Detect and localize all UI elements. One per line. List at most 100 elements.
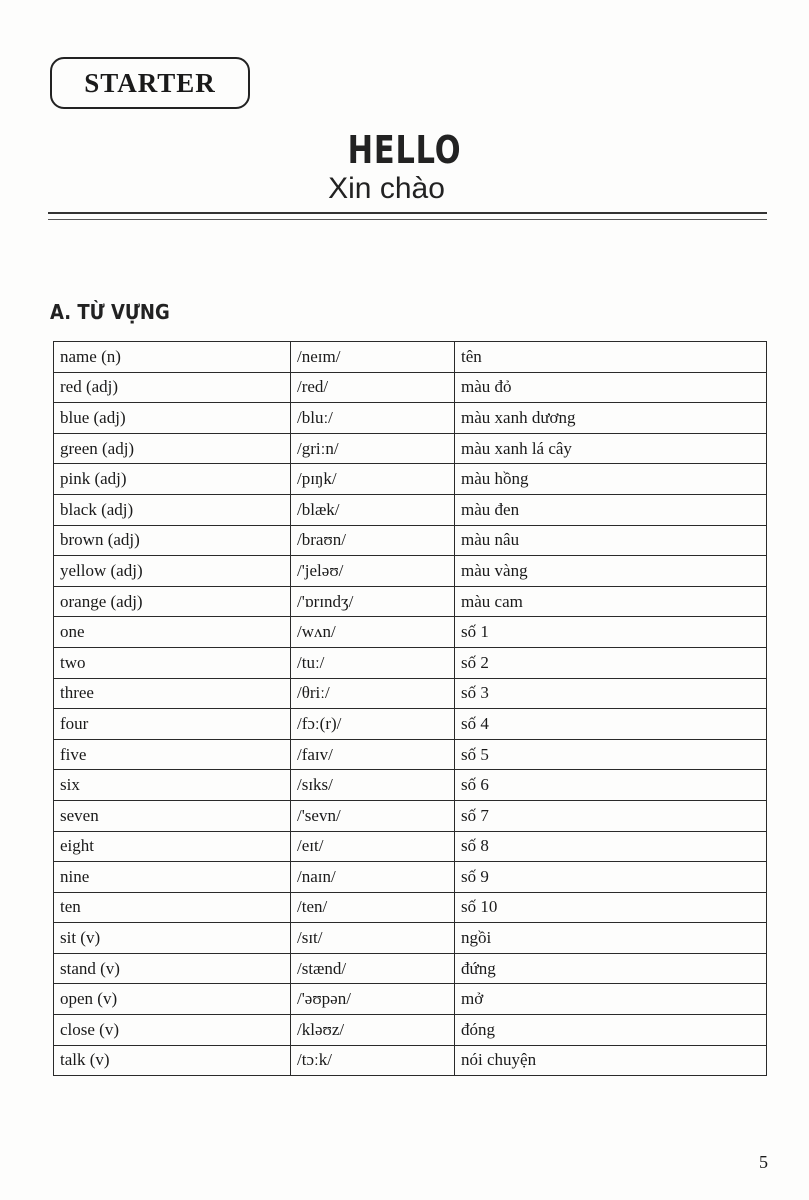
cell-meaning: màu vàng [454,555,767,587]
header-divider [48,212,767,220]
cell-meaning: số 5 [454,738,767,771]
cell-meaning: số 6 [454,769,767,801]
cell-meaning: màu nâu [454,524,767,557]
cell-phonetic: /braʊn/ [290,524,455,557]
table-row: green (adj)/griːn/màu xanh lá cây [53,432,767,465]
table-row: eight/eɪt/số 8 [53,830,767,863]
page-number: 5 [759,1152,768,1172]
cell-word: sit (v) [53,922,291,954]
cell-word: name (n) [53,341,291,373]
cell-meaning: màu đen [454,493,767,526]
cell-phonetic: /θriː/ [290,677,455,710]
cell-phonetic: /sɪks/ [290,769,455,801]
cell-phonetic: /blæk/ [290,493,455,526]
table-row: orange (adj)/'ɒrɪndʒ/màu cam [53,585,767,618]
table-row: one/wʌn/số 1 [53,616,767,648]
table-row: yellow (adj)/'jeləʊ/màu vàng [53,555,767,587]
table-row: black (adj)/blæk/màu đen [53,493,767,526]
cell-phonetic: /faɪv/ [290,738,455,771]
cell-phonetic: /'sevn/ [290,799,455,832]
cell-meaning: số 4 [454,708,767,740]
cell-word: two [53,646,291,679]
cell-meaning: đứng [454,952,767,985]
table-row: pink (adj)/pɪŋk/màu hồng [53,463,767,495]
table-row: four/fɔː(r)/số 4 [53,708,767,740]
cell-word: blue (adj) [53,402,291,434]
cell-word: nine [53,861,291,893]
table-row: open (v)/'əʊpən/mở [53,983,767,1016]
cell-meaning: số 2 [454,646,767,679]
cell-word: close (v) [53,1014,291,1046]
cell-word: orange (adj) [53,585,291,618]
cell-meaning: số 8 [454,830,767,863]
cell-word: open (v) [53,983,291,1016]
cell-word: three [53,677,291,710]
cell-phonetic: /'jeləʊ/ [290,555,455,587]
cell-phonetic: /neɪm/ [290,341,455,373]
cell-phonetic: /tuː/ [290,646,455,679]
cell-word: red (adj) [53,371,291,404]
cell-word: yellow (adj) [53,555,291,587]
section-heading: A. TỪ VỰNG [50,300,170,324]
cell-meaning: số 9 [454,861,767,893]
cell-meaning: màu cam [454,585,767,618]
table-row: brown (adj)/braʊn/màu nâu [53,524,767,557]
table-row: stand (v)/stænd/đứng [53,952,767,985]
table-row: two/tuː/số 2 [53,646,767,679]
cell-phonetic: /kləʊz/ [290,1014,455,1046]
cell-phonetic: /wʌn/ [290,616,455,648]
table-row: ten/ten/số 10 [53,891,767,924]
cell-meaning: số 7 [454,799,767,832]
cell-meaning: màu xanh lá cây [454,432,767,465]
cell-word: five [53,738,291,771]
cell-meaning: mở [454,983,767,1016]
cell-phonetic: /griːn/ [290,432,455,465]
lesson-title: HELLO [347,128,462,172]
cell-phonetic: /fɔː(r)/ [290,708,455,740]
unit-label-box: STARTER [50,57,250,109]
cell-phonetic: /naɪn/ [290,861,455,893]
cell-meaning: ngồi [454,922,767,954]
cell-meaning: số 1 [454,616,767,648]
cell-word: eight [53,830,291,863]
cell-meaning: màu hồng [454,463,767,495]
table-row: blue (adj)/bluː/màu xanh dương [53,402,767,434]
cell-phonetic: /stænd/ [290,952,455,985]
cell-word: talk (v) [53,1044,291,1077]
cell-phonetic: /'ɒrɪndʒ/ [290,585,455,618]
cell-meaning: số 10 [454,891,767,924]
table-row: seven/'sevn/số 7 [53,799,767,832]
cell-phonetic: /sɪt/ [290,922,455,954]
cell-phonetic: /bluː/ [290,402,455,434]
cell-phonetic: /tɔːk/ [290,1044,455,1077]
cell-word: stand (v) [53,952,291,985]
cell-meaning: màu xanh dương [454,402,767,434]
lesson-subtitle: Xin chào [328,172,445,205]
cell-word: brown (adj) [53,524,291,557]
cell-phonetic: /'əʊpən/ [290,983,455,1016]
cell-word: green (adj) [53,432,291,465]
table-row: sit (v)/sɪt/ngồi [53,922,767,954]
table-row: six/sɪks/số 6 [53,769,767,801]
cell-meaning: nói chuyện [454,1044,767,1077]
table-row: five/faɪv/số 5 [53,738,767,771]
cell-phonetic: /pɪŋk/ [290,463,455,495]
table-row: talk (v)/tɔːk/nói chuyện [53,1044,767,1077]
cell-word: seven [53,799,291,832]
cell-phonetic: /ten/ [290,891,455,924]
cell-meaning: màu đỏ [454,371,767,404]
table-row: red (adj)/red/màu đỏ [53,371,767,404]
table-row: name (n)/neɪm/tên [53,341,767,373]
table-row: nine/naɪn/số 9 [53,861,767,893]
cell-meaning: tên [454,341,767,373]
cell-word: four [53,708,291,740]
cell-word: six [53,769,291,801]
cell-phonetic: /red/ [290,371,455,404]
cell-phonetic: /eɪt/ [290,830,455,863]
cell-word: one [53,616,291,648]
cell-word: ten [53,891,291,924]
cell-word: pink (adj) [53,463,291,495]
cell-meaning: đóng [454,1014,767,1046]
cell-meaning: số 3 [454,677,767,710]
vocabulary-table: name (n)/neɪm/tên red (adj)/red/màu đỏ blu… [53,341,767,1077]
